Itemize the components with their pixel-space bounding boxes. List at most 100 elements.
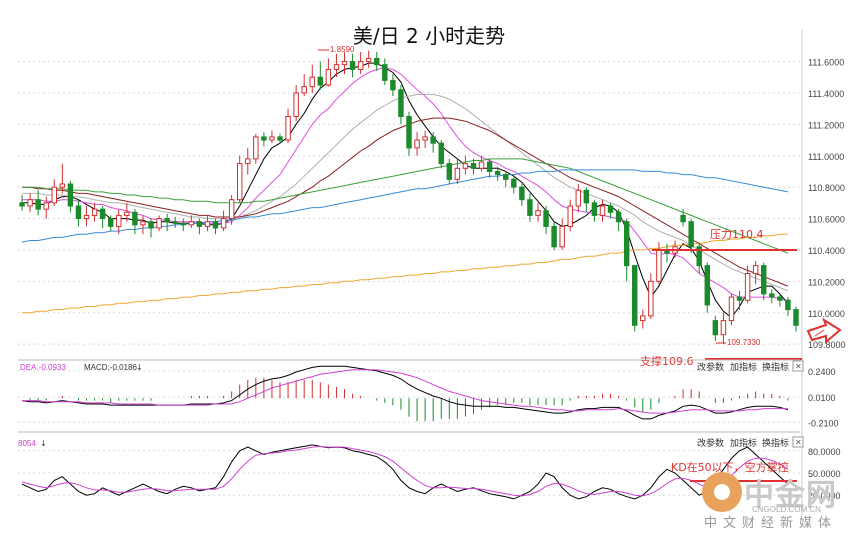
- candle-body: [704, 265, 711, 306]
- candle-body: [599, 205, 606, 216]
- candle: [640, 309, 646, 329]
- candle-body: [470, 163, 477, 169]
- candle-body: [67, 183, 74, 207]
- candle: [454, 158, 461, 185]
- candle-body: [511, 178, 517, 188]
- candle: [470, 158, 477, 175]
- candle: [769, 289, 775, 304]
- candle-body: [575, 189, 582, 207]
- candle: [599, 199, 606, 222]
- candle-body: [503, 174, 509, 180]
- candle: [438, 140, 444, 169]
- candle: [414, 132, 420, 156]
- macd-dif-line: [21, 365, 789, 420]
- price-tick-label: 110.8000: [808, 183, 845, 193]
- candle: [91, 202, 98, 222]
- candle: [261, 132, 267, 147]
- candle-body: [680, 214, 686, 223]
- macd-tick-label: -0.2100: [808, 418, 839, 428]
- candle-body: [744, 273, 751, 301]
- candle-body: [478, 161, 485, 169]
- candle-body: [398, 89, 404, 117]
- candle: [446, 158, 453, 185]
- candle-body: [164, 218, 170, 223]
- kd-k-line: [21, 444, 789, 500]
- change-params-button[interactable]: 改参数: [697, 361, 724, 373]
- candle-body: [390, 79, 396, 91]
- candle: [83, 205, 90, 227]
- close-icon[interactable]: ✕: [795, 438, 802, 447]
- high-label: 1.8590: [330, 45, 355, 54]
- candle: [494, 166, 501, 181]
- candle: [164, 213, 170, 232]
- candle: [688, 218, 694, 254]
- candle-body: [317, 76, 324, 86]
- candle-body: [543, 210, 549, 227]
- macd-value-legend: MACD:-0.0186: [84, 363, 137, 372]
- macd-tick-label: 0.0100: [808, 393, 836, 403]
- add-indicator-button[interactable]: 加指标: [730, 361, 757, 373]
- macd-dea-line: [22, 369, 788, 414]
- change-params-button[interactable]: 改参数: [697, 437, 724, 449]
- candle-body: [438, 142, 444, 165]
- candle-body: [261, 136, 267, 141]
- candle: [615, 209, 622, 232]
- candle: [390, 74, 396, 97]
- ma-line-ma20: [22, 94, 789, 292]
- candle-body: [333, 64, 340, 70]
- close-icon[interactable]: ✕: [795, 362, 802, 371]
- candle: [156, 215, 162, 232]
- candle: [357, 52, 364, 75]
- candle-body: [301, 86, 307, 94]
- candle: [430, 132, 436, 153]
- candle: [365, 50, 372, 68]
- kd-panel: 80.0000 50.0000 20.0000 8054 ↓ KD在50以下，空方掌控: [18, 431, 841, 501]
- candle: [712, 315, 719, 342]
- kd-tick-label: 20.0000: [808, 491, 841, 501]
- candle-body: [309, 76, 315, 88]
- ma-line-ma30: [22, 117, 789, 287]
- candle-body: [785, 299, 791, 311]
- candle-body: [43, 202, 49, 210]
- candle: [744, 265, 751, 304]
- candle-body: [615, 211, 622, 223]
- kd-tick-label: 50.0000: [808, 469, 841, 479]
- watermark-domain: CNGOLD.COM.CN: [752, 505, 821, 514]
- candle-body: [382, 64, 388, 81]
- candle: [374, 52, 380, 71]
- candle-body: [188, 221, 195, 226]
- candle-body: [430, 136, 436, 144]
- price-tick-label: 110.0000: [808, 309, 845, 319]
- candle: [212, 218, 219, 235]
- candle: [535, 202, 541, 222]
- add-indicator-button[interactable]: 加指标: [730, 437, 757, 449]
- candle-body: [494, 170, 501, 176]
- candle: [704, 262, 711, 313]
- candle-body: [623, 221, 630, 267]
- candle: [204, 215, 211, 232]
- candle: [148, 218, 154, 238]
- candle-body: [212, 221, 219, 229]
- ma-line-ma60: [22, 158, 789, 254]
- kd-d-line: [21, 445, 789, 497]
- price-tick-label: 111.2000: [808, 120, 844, 130]
- candle-body: [124, 211, 130, 216]
- candle-body: [591, 202, 598, 216]
- close-box: [792, 436, 804, 448]
- candle-body: [519, 186, 525, 201]
- candle-body: [99, 208, 106, 220]
- candle: [648, 273, 654, 320]
- candle: [511, 174, 517, 194]
- candle-body: [712, 320, 719, 336]
- switch-indicator-button[interactable]: 换指标: [762, 437, 789, 449]
- candle: [27, 193, 33, 213]
- kd-legend: 8054: [18, 439, 36, 448]
- candle-body: [35, 199, 41, 210]
- switch-indicator-button[interactable]: 换指标: [762, 361, 789, 373]
- candle-body: [696, 246, 702, 267]
- candle-body: [551, 225, 557, 248]
- candle-body: [341, 61, 348, 66]
- candle: [382, 58, 388, 86]
- candle-body: [236, 163, 243, 201]
